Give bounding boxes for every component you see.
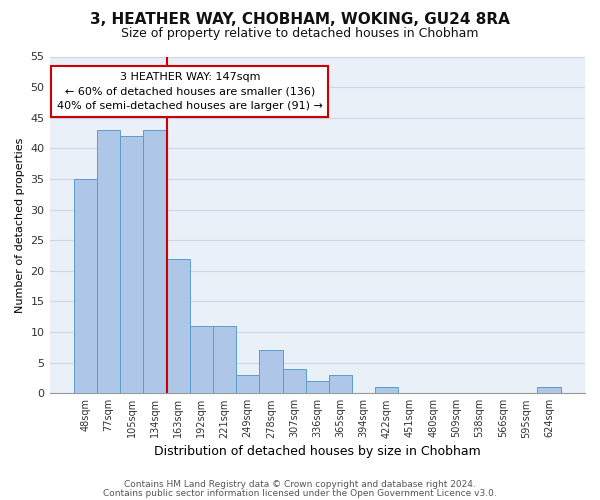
Text: 3, HEATHER WAY, CHOBHAM, WOKING, GU24 8RA: 3, HEATHER WAY, CHOBHAM, WOKING, GU24 8R…: [90, 12, 510, 28]
Bar: [283, 369, 305, 394]
Text: Size of property relative to detached houses in Chobham: Size of property relative to detached ho…: [121, 28, 479, 40]
Text: Contains HM Land Registry data © Crown copyright and database right 2024.: Contains HM Land Registry data © Crown c…: [124, 480, 476, 489]
Bar: [329, 375, 352, 394]
Text: 3 HEATHER WAY: 147sqm
← 60% of detached houses are smaller (136)
40% of semi-det: 3 HEATHER WAY: 147sqm ← 60% of detached …: [57, 72, 323, 112]
Bar: [375, 387, 398, 394]
Bar: [213, 326, 236, 394]
Bar: [538, 387, 560, 394]
Bar: [143, 130, 167, 394]
X-axis label: Distribution of detached houses by size in Chobham: Distribution of detached houses by size …: [154, 444, 481, 458]
Bar: [236, 375, 259, 394]
Bar: [305, 381, 329, 394]
Bar: [97, 130, 120, 394]
Bar: [167, 258, 190, 394]
Bar: [259, 350, 283, 394]
Bar: [190, 326, 213, 394]
Bar: [120, 136, 143, 394]
Text: Contains public sector information licensed under the Open Government Licence v3: Contains public sector information licen…: [103, 488, 497, 498]
Y-axis label: Number of detached properties: Number of detached properties: [15, 137, 25, 312]
Bar: [74, 179, 97, 394]
